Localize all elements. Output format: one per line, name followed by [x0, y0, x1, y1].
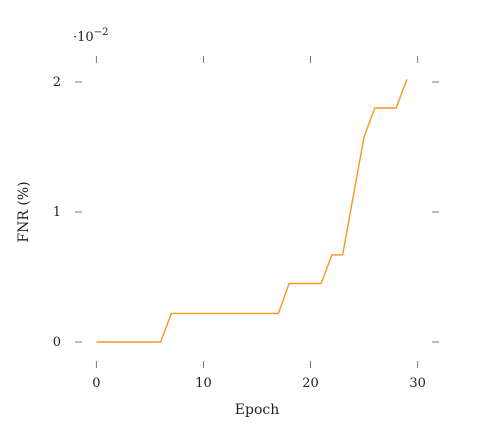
x-tick-label: 10: [195, 376, 212, 391]
ticks: [75, 56, 439, 368]
series-line-fnr: [96, 79, 408, 343]
y-axis-multiplier: ·10−2: [73, 27, 108, 45]
tick-labels: 0 10 20 30 0 1 2: [53, 75, 426, 391]
y-axis-label: FNR (%): [16, 181, 32, 242]
y-tick-label: 1: [53, 205, 61, 220]
x-axis-label: Epoch: [235, 402, 279, 418]
x-tick-label: 20: [302, 376, 319, 391]
y-tick-label: 0: [53, 335, 61, 350]
x-tick-label: 0: [92, 376, 100, 391]
x-tick-label: 30: [409, 376, 426, 391]
y-tick-label: 2: [53, 75, 61, 90]
